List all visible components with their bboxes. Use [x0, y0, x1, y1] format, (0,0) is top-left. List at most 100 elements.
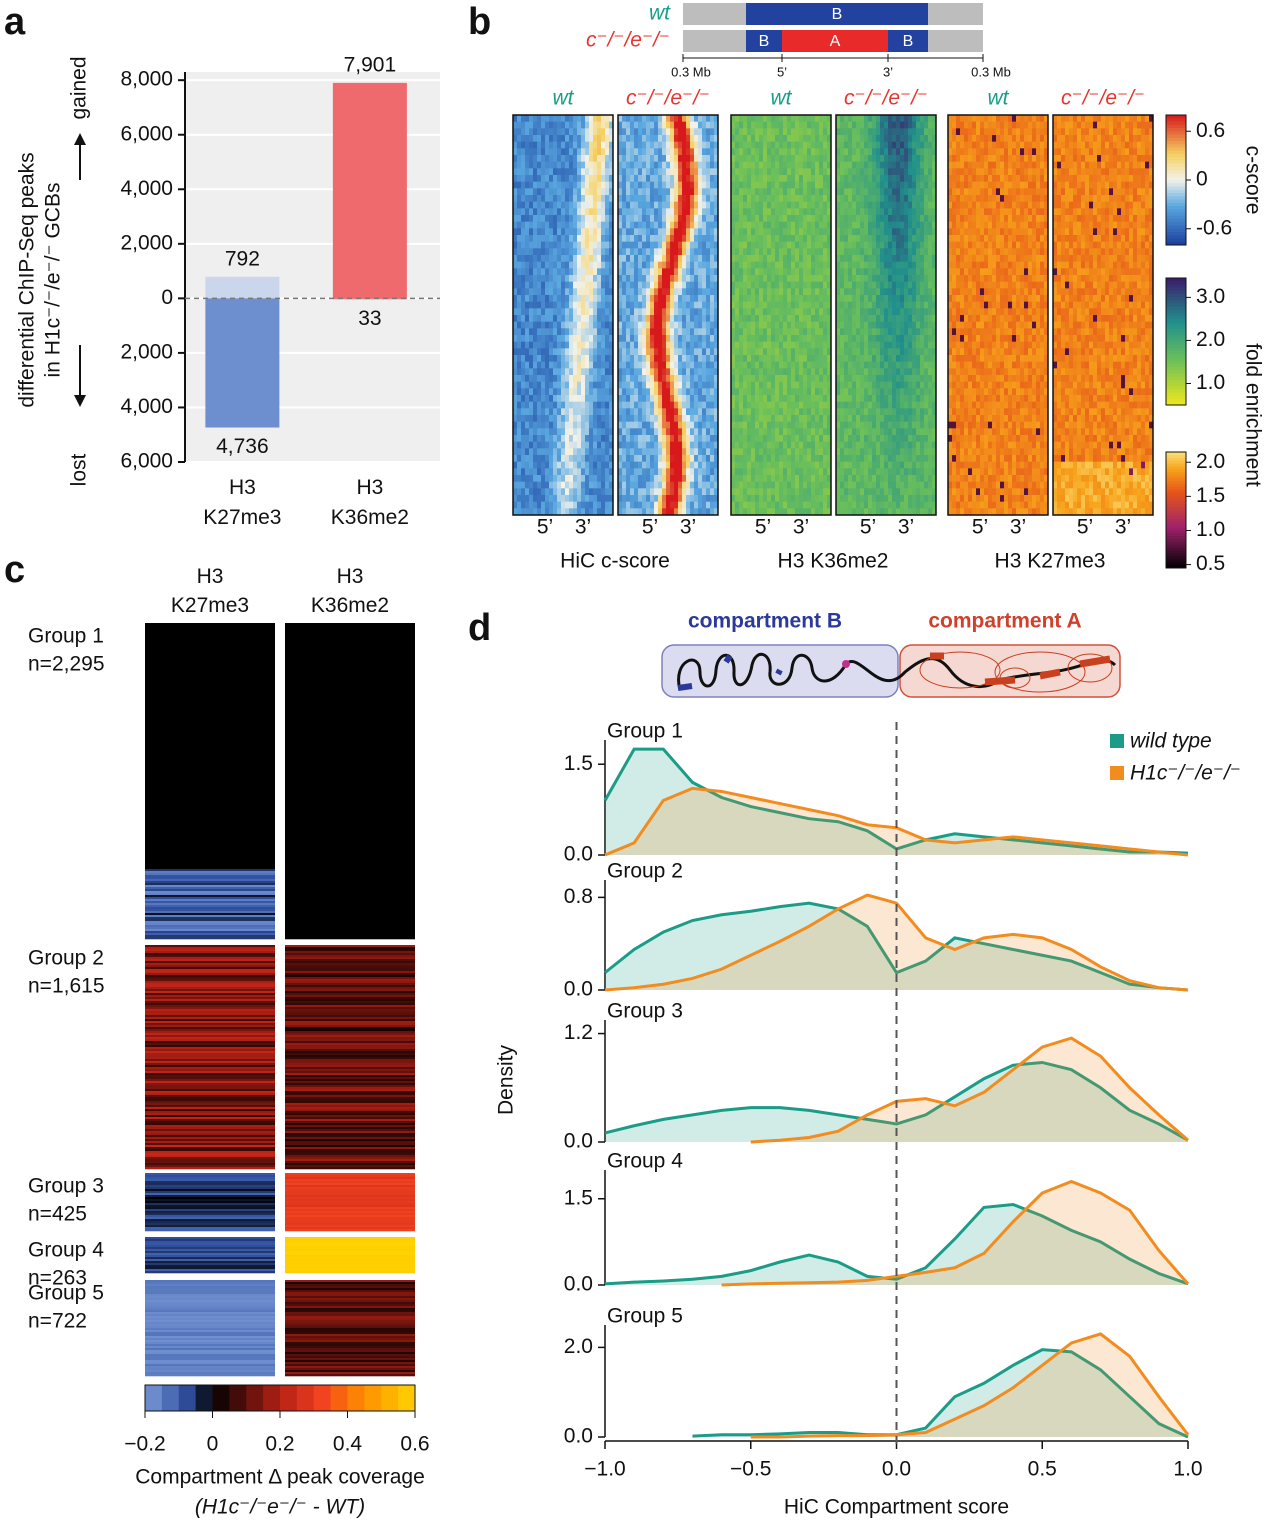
heatmap-cell	[670, 135, 675, 143]
heatmap-cell	[710, 361, 715, 369]
heatmap-cell	[626, 168, 631, 176]
heatmap-cell	[557, 188, 562, 196]
heatmap-cell	[545, 215, 550, 223]
heatmap-cell	[605, 468, 610, 476]
heatmap-cell	[581, 321, 586, 329]
heatmap-cell	[682, 221, 687, 229]
heatmap-cell	[674, 448, 679, 456]
heatmap-cell	[678, 115, 683, 123]
heatmap-cell	[513, 221, 518, 229]
heatmap-cell	[593, 461, 598, 469]
heatmap-cell	[666, 341, 671, 349]
heatmap-cell	[714, 208, 719, 216]
heatmap-cell	[553, 381, 558, 389]
heatmap-cell	[557, 415, 562, 423]
heatmap-cell	[682, 261, 687, 269]
heatmap-cell	[747, 495, 752, 503]
heatmap-cell	[662, 175, 667, 183]
heatmap-cell	[565, 308, 570, 316]
heatmap-cell	[731, 195, 736, 203]
heatmap-cell	[650, 201, 655, 209]
heatmap-cell	[545, 295, 550, 303]
heatmap-cell	[646, 495, 651, 503]
heatmap-cell	[682, 428, 687, 436]
heatmap-cell	[706, 421, 711, 429]
heatmap-cell	[597, 468, 602, 476]
heatmap-cell	[928, 121, 933, 129]
heatmap-cell	[735, 395, 740, 403]
heatmap-cell	[609, 348, 614, 356]
heatmap-cell	[860, 121, 865, 129]
heatmap-cell	[666, 221, 671, 229]
heatmap-cell	[618, 455, 623, 463]
heatmap-cell	[650, 295, 655, 303]
heatmap-cell	[525, 121, 530, 129]
heatmap-cell	[900, 208, 905, 216]
heatmap-cell	[807, 461, 812, 469]
heatmap-cell	[779, 395, 784, 403]
heatmap-cell	[634, 168, 639, 176]
heatmap-cell	[920, 175, 925, 183]
heatmap-cell	[674, 241, 679, 249]
heatmap-cell	[666, 268, 671, 276]
heatmap-cell	[533, 135, 538, 143]
heatmap-cell	[783, 328, 788, 336]
heatmap-cell	[690, 495, 695, 503]
heatmap-cell	[795, 375, 800, 383]
heatmap-cell	[735, 148, 740, 156]
heatmap-cell	[525, 355, 530, 363]
heatmap-cell	[529, 281, 534, 289]
heatmap-cell	[815, 321, 820, 329]
heatmap-cell	[852, 168, 857, 176]
heatmap-cell	[735, 235, 740, 243]
heatmap-cell	[553, 481, 558, 489]
heatmap-cell	[706, 175, 711, 183]
heatmap-cell	[678, 375, 683, 383]
heatmap-cell	[779, 175, 784, 183]
heatmap-cell	[686, 355, 691, 363]
y-tick-label: 4,000	[120, 177, 173, 200]
heatmap-cell	[807, 175, 812, 183]
heatmap-cell	[747, 168, 752, 176]
heatmap-cell	[827, 508, 832, 516]
heatmap-cell	[787, 455, 792, 463]
heatmap-cell	[537, 381, 542, 389]
heatmap-cell	[706, 475, 711, 483]
heatmap-cell	[646, 208, 651, 216]
heatmap-cell	[670, 421, 675, 429]
heatmap-cell	[513, 501, 518, 509]
heatmap-cell	[690, 188, 695, 196]
heatmap-cell	[557, 161, 562, 169]
heatmap-cell	[605, 428, 610, 436]
heatmap-cell	[537, 155, 542, 163]
heatmap-cell	[581, 141, 586, 149]
heatmap-cell	[755, 461, 760, 469]
heatmap-cell	[589, 295, 594, 303]
heatmap-cell	[751, 341, 756, 349]
heatmap-cell	[767, 428, 772, 436]
heatmap-cell	[601, 188, 606, 196]
heatmap-cell	[803, 355, 808, 363]
heatmap-cell	[678, 288, 683, 296]
heatmap-cell	[694, 201, 699, 209]
heatmap-cell	[827, 355, 832, 363]
heatmap-cell	[537, 495, 542, 503]
heatmap-cell	[743, 441, 748, 449]
heatmap-cell	[823, 235, 828, 243]
heatmap-cell	[747, 175, 752, 183]
heatmap-cell	[698, 308, 703, 316]
heatmap-cell	[735, 221, 740, 229]
heatmap-cell	[654, 168, 659, 176]
heatmap-cell	[622, 168, 627, 176]
heatmap-cell	[601, 328, 606, 336]
heatmap-cell	[747, 235, 752, 243]
heatmap-cell	[896, 201, 901, 209]
heatmap-cell	[876, 141, 881, 149]
heatmap-cell	[799, 435, 804, 443]
heatmap-cell	[654, 281, 659, 289]
heatmap-cell	[771, 241, 776, 249]
heatmap-cell	[577, 461, 582, 469]
heatmap-cell	[674, 341, 679, 349]
heatmap-cell	[779, 361, 784, 369]
heatmap-cell	[710, 428, 715, 436]
